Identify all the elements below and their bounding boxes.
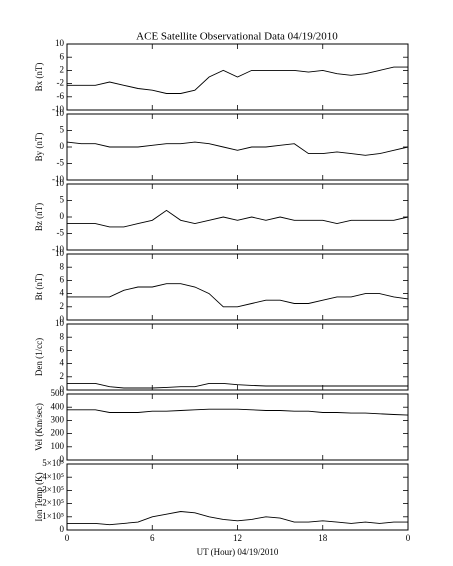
y-tick-label: 0 bbox=[60, 141, 65, 151]
x-tick-label: 12 bbox=[233, 533, 242, 543]
y-tick-label: 0 bbox=[60, 384, 65, 394]
y-tick-label: -10 bbox=[52, 244, 64, 254]
y-axis-label: Ion Temp (K) bbox=[34, 472, 44, 521]
x-axis-label: UT (Hour) 04/19/2010 bbox=[197, 547, 279, 557]
y-tick-label: 0 bbox=[60, 314, 65, 324]
panel-frame bbox=[66, 253, 409, 321]
y-tick-label: 10 bbox=[55, 108, 65, 118]
y-axis-label: By (nT) bbox=[34, 133, 44, 162]
data-line bbox=[67, 408, 409, 416]
y-tick-label: 0 bbox=[60, 454, 65, 464]
chart-title: ACE Satellite Observational Data 04/19/2… bbox=[136, 31, 338, 43]
x-tick-label: 18 bbox=[318, 533, 328, 543]
y-axis-label: Bz (nT) bbox=[34, 203, 44, 231]
y-tick-label: 100 bbox=[51, 441, 65, 451]
y-tick-label: 4 bbox=[60, 288, 65, 298]
x-tick-label: 0 bbox=[65, 533, 70, 543]
y-axis-label: Bt (nT) bbox=[34, 274, 44, 301]
panel-frame bbox=[66, 463, 409, 531]
y-tick-label: -5 bbox=[57, 158, 65, 168]
y-tick-label: 500 bbox=[51, 388, 65, 398]
data-line bbox=[67, 66, 408, 94]
x-tick-label: 0 bbox=[406, 533, 411, 543]
y-tick-label: 6 bbox=[60, 274, 65, 284]
y-tick-label: 8 bbox=[60, 331, 65, 341]
y-tick-label: 0 bbox=[60, 211, 65, 221]
y-tick-label: 8 bbox=[60, 261, 65, 271]
y-tick-label: 10 bbox=[55, 318, 65, 328]
y-tick-label: -5 bbox=[57, 228, 65, 238]
y-tick-label: 10 bbox=[55, 38, 65, 48]
y-tick-label: -10 bbox=[52, 174, 64, 184]
y-tick-label: 2 bbox=[60, 371, 65, 381]
panel-frame bbox=[66, 393, 409, 461]
y-axis-label: Den (1/cc) bbox=[34, 338, 44, 376]
panel-frame bbox=[66, 323, 409, 391]
y-tick-label: 5 bbox=[60, 125, 65, 135]
y-tick-label: 6 bbox=[60, 344, 65, 354]
y-tick-label: 1×10⁵ bbox=[42, 511, 64, 521]
y-tick-label: 5×10⁵ bbox=[42, 458, 64, 468]
y-tick-label: 6 bbox=[60, 51, 65, 61]
y-tick-label: 300 bbox=[51, 414, 65, 424]
panel-frame bbox=[66, 183, 409, 251]
y-tick-label: 10 bbox=[55, 248, 65, 258]
y-tick-label: 2 bbox=[60, 301, 65, 311]
y-tick-label: 0 bbox=[60, 524, 65, 534]
y-tick-label: 2 bbox=[60, 64, 65, 74]
y-tick-label: -6 bbox=[57, 91, 65, 101]
y-axis-label: Vel (Km/sec) bbox=[34, 403, 44, 451]
y-tick-label: 3×10⁵ bbox=[42, 484, 64, 494]
y-tick-label: 10 bbox=[55, 178, 65, 188]
data-line bbox=[66, 141, 409, 156]
x-tick-label: 6 bbox=[150, 533, 155, 543]
y-tick-label: 5 bbox=[60, 195, 65, 205]
y-tick-label: 4×10⁵ bbox=[42, 471, 64, 481]
data-line bbox=[67, 382, 408, 389]
y-tick-label: 4 bbox=[60, 358, 65, 368]
y-tick-label: 400 bbox=[51, 401, 65, 411]
y-tick-label: 200 bbox=[51, 428, 65, 438]
y-tick-label: -10 bbox=[52, 104, 64, 114]
data-line bbox=[67, 283, 409, 308]
y-tick-label: 2×10⁵ bbox=[42, 498, 64, 508]
data-line bbox=[67, 209, 409, 228]
data-line bbox=[67, 511, 408, 526]
y-axis-label: Bx (nT) bbox=[34, 63, 44, 92]
y-tick-label: -2 bbox=[57, 78, 65, 88]
